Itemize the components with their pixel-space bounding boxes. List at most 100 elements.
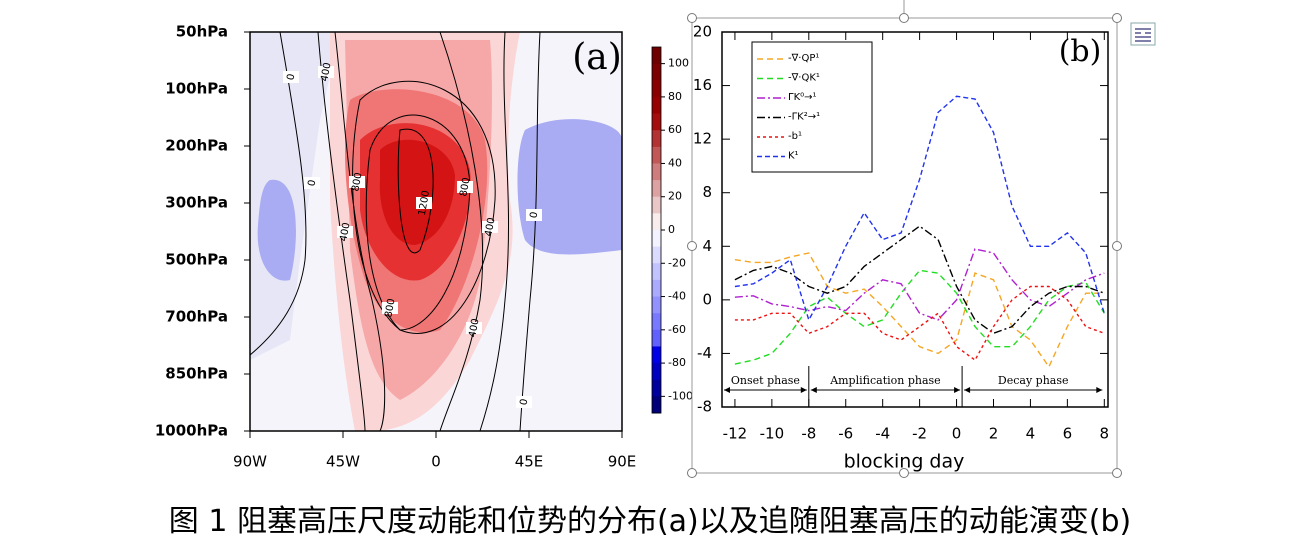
colorbar-cell bbox=[652, 47, 661, 65]
caption: 图 1 阻塞高压尺度动能和位势的分布(a)以及追随阻塞高压的动能演变(b) bbox=[168, 504, 1132, 539]
contour-label-bg bbox=[457, 181, 473, 193]
colorbar-cell bbox=[652, 279, 661, 298]
x-axis-label: blocking day bbox=[844, 451, 965, 473]
selection-handles bbox=[687, 0, 1122, 478]
panel-label: (a) bbox=[572, 37, 622, 78]
legend-label: -∇·QP¹ bbox=[788, 53, 819, 64]
layout-icon bbox=[1130, 22, 1156, 46]
colorbar-cell bbox=[652, 396, 661, 414]
colorbar-tick-label: -40 bbox=[668, 290, 686, 303]
colorbar-cell bbox=[652, 213, 661, 231]
x-tick-label: 45W bbox=[326, 453, 360, 471]
x-tick-label: -6 bbox=[838, 425, 853, 443]
contour-label: 400 bbox=[319, 62, 333, 83]
legend-label: ΓK⁰→¹ bbox=[788, 92, 817, 103]
legend-label: K¹ bbox=[788, 151, 799, 162]
phase-label: Amplification phase bbox=[829, 374, 941, 387]
colorbar-cell bbox=[652, 63, 661, 81]
colorbar-tick-label: -100 bbox=[668, 389, 693, 402]
contour-label-bg bbox=[283, 71, 299, 83]
y-tick-label: -8 bbox=[697, 398, 712, 416]
y-tick-label: 16 bbox=[693, 76, 712, 94]
y-tick-label: 4 bbox=[702, 237, 712, 255]
colorbar-cell bbox=[652, 130, 661, 148]
contour-label: 400 bbox=[338, 222, 352, 243]
legend-label: -b¹ bbox=[788, 131, 802, 142]
phase-label: Decay phase bbox=[998, 374, 1069, 387]
y-tick-label: 850hPa bbox=[165, 365, 228, 383]
contour-label-bg bbox=[382, 302, 398, 314]
contour-label: 0 bbox=[286, 73, 298, 81]
phase-label: Onset phase bbox=[731, 374, 800, 387]
x-tick-label: 45E bbox=[515, 453, 544, 471]
colorbar-tick-label: -80 bbox=[668, 356, 686, 369]
colorbar-cell bbox=[652, 196, 661, 214]
contour-label-bg bbox=[318, 66, 334, 78]
y-tick-label: 0 bbox=[702, 290, 712, 308]
x-tick-label: -2 bbox=[912, 425, 927, 443]
y-tick-label: 300hPa bbox=[165, 194, 228, 212]
y-tick-label: 100hPa bbox=[165, 80, 228, 98]
colorbar-cell bbox=[652, 363, 661, 381]
x-tick-label: 4 bbox=[1026, 425, 1036, 443]
contours bbox=[249, 31, 541, 432]
contour-label: 0 bbox=[307, 179, 319, 187]
y-tick-label: 1000hPa bbox=[155, 422, 228, 440]
series-line bbox=[734, 269, 1105, 365]
colorbar-tick-label: 20 bbox=[668, 190, 682, 203]
colorbar-cell bbox=[652, 163, 661, 181]
colorbar-cell bbox=[652, 329, 661, 347]
series-line bbox=[734, 252, 1105, 369]
contour-label-bg bbox=[526, 209, 542, 221]
legend-label: -∇·QK¹ bbox=[788, 73, 820, 84]
plot-frame-b bbox=[721, 31, 1109, 408]
contour-label-bg bbox=[466, 322, 482, 334]
contour-label: 0 bbox=[519, 398, 531, 406]
contour-label: 0 bbox=[529, 211, 541, 219]
contour-label: 800 bbox=[383, 298, 397, 319]
contour-label-bg bbox=[349, 176, 365, 188]
colorbar-tick-label: 100 bbox=[668, 57, 689, 70]
y-tick-label: 20 bbox=[693, 23, 712, 41]
colorbar-tick-label: 80 bbox=[668, 90, 682, 103]
y-tick-label: 200hPa bbox=[165, 137, 228, 155]
series-line bbox=[734, 285, 1105, 362]
contour-label-bg bbox=[337, 226, 353, 238]
y-tick-label: 500hPa bbox=[165, 251, 228, 269]
contour-label: 800 bbox=[350, 172, 364, 193]
x-tick-label: -4 bbox=[875, 425, 890, 443]
colorbar-tick-label: 60 bbox=[668, 123, 682, 136]
contour-label-bg bbox=[304, 177, 320, 189]
x-tick-label: 8 bbox=[1100, 425, 1110, 443]
contour-label: 800 bbox=[458, 177, 472, 198]
colorbar-cell bbox=[652, 263, 661, 281]
colorbar-cell bbox=[652, 113, 661, 131]
colorbar-cell bbox=[652, 80, 661, 98]
shading bbox=[250, 32, 622, 431]
contour-label-bg bbox=[416, 197, 432, 209]
y-tick-label: 12 bbox=[693, 130, 712, 148]
series-line bbox=[734, 95, 1105, 322]
x-tick-label: -12 bbox=[723, 425, 748, 443]
colorbar-cell bbox=[652, 180, 661, 198]
colorbar: 100 80 60 40 20 0 -20 -40 -60 -80 -100 bbox=[651, 46, 693, 414]
legend-box bbox=[751, 41, 873, 173]
colorbar-cell bbox=[652, 146, 661, 164]
colorbar-tick-label: 0 bbox=[668, 223, 675, 236]
panel-label: (b) bbox=[1059, 34, 1102, 69]
x-tick-label: 0 bbox=[952, 425, 962, 443]
colorbar-cell bbox=[652, 346, 661, 364]
colorbar-cell bbox=[652, 96, 661, 115]
colorbar-tick-label: 40 bbox=[668, 156, 682, 169]
colorbar-cell bbox=[652, 296, 661, 314]
y-tick-label: 8 bbox=[702, 183, 712, 201]
contour-label: 400 bbox=[483, 217, 497, 238]
x-tick-label: -8 bbox=[801, 425, 816, 443]
x-tick-label: 2 bbox=[989, 425, 999, 443]
x-tick-label: 6 bbox=[1063, 425, 1073, 443]
contour-label-bg bbox=[516, 396, 532, 408]
contour-label: 1200 bbox=[417, 190, 432, 217]
colorbar-tick-label: -60 bbox=[668, 323, 686, 336]
